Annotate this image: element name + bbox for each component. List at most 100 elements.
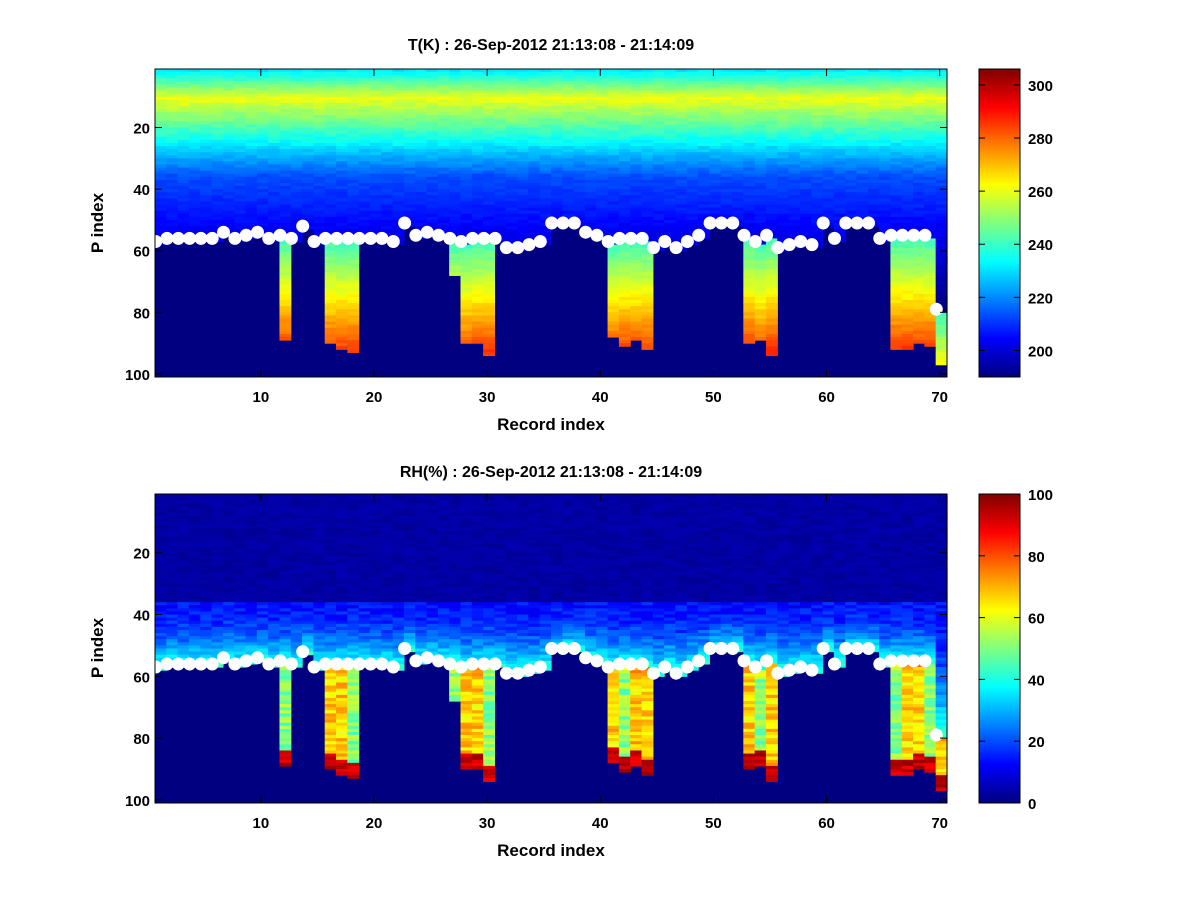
heatmap-cell	[913, 121, 925, 126]
heatmap-cell	[279, 118, 292, 122]
heatmap-cell	[279, 149, 292, 153]
heatmap-cell	[754, 207, 767, 212]
heatmap-cell	[324, 186, 337, 190]
heatmap-cell	[155, 229, 167, 233]
heatmap-cell	[641, 93, 654, 98]
heatmap-cell	[392, 112, 405, 116]
heatmap-cell	[460, 182, 473, 187]
heatmap-cell	[913, 300, 925, 304]
heatmap-cell	[392, 195, 405, 199]
heatmap-cell	[720, 75, 733, 79]
heatmap-cell	[211, 543, 224, 548]
heatmap-cell	[471, 269, 484, 273]
heatmap-cell	[720, 179, 733, 184]
heatmap-cell	[845, 210, 858, 215]
heatmap-cell	[177, 605, 190, 609]
heatmap-cell	[686, 142, 699, 147]
heatmap-cell	[879, 198, 892, 203]
heatmap-cell	[675, 124, 688, 129]
heatmap-cell	[913, 90, 925, 95]
heatmap-cell	[573, 90, 586, 95]
heatmap-cell	[155, 500, 167, 504]
heatmap-cell	[358, 207, 371, 212]
heatmap-cell	[369, 118, 382, 122]
heatmap-cell	[630, 124, 643, 129]
heatmap-cell	[584, 115, 597, 119]
heatmap-cell	[211, 558, 224, 563]
heatmap-cell	[822, 87, 835, 92]
heatmap-cell	[256, 84, 269, 89]
heatmap-cell	[483, 81, 496, 85]
heatmap-cell	[517, 164, 529, 169]
heatmap-cell	[811, 105, 824, 110]
heatmap-cell	[483, 210, 496, 215]
heatmap-cell	[188, 537, 201, 541]
heatmap-cell	[200, 565, 213, 569]
heatmap-cell	[551, 130, 563, 135]
heatmap-cell	[256, 161, 269, 166]
heatmap-cell	[403, 152, 416, 156]
heatmap-cell	[924, 173, 937, 178]
heatmap-cell	[256, 133, 269, 138]
heatmap-cell	[528, 235, 541, 239]
heatmap-cell	[279, 112, 292, 116]
heatmap-cell	[641, 182, 654, 187]
surface-marker	[149, 235, 163, 248]
heatmap-cell	[234, 130, 247, 135]
heatmap-cell	[652, 210, 665, 215]
heatmap-cell	[460, 186, 473, 190]
heatmap-cell	[879, 229, 892, 233]
heatmap-cell	[901, 238, 914, 243]
heatmap-cell	[754, 127, 767, 132]
heatmap-cell	[607, 269, 620, 273]
heatmap-cell	[279, 102, 292, 107]
heatmap-cell	[188, 648, 201, 653]
heatmap-cell	[641, 130, 654, 135]
heatmap-cell	[166, 182, 179, 187]
heatmap-cell	[879, 136, 892, 141]
heatmap-cell	[913, 287, 925, 292]
heatmap-cell	[879, 179, 892, 184]
heatmap-cell	[369, 179, 382, 184]
heatmap-cell	[200, 179, 213, 184]
heatmap-cell	[720, 195, 733, 199]
heatmap-cell	[924, 272, 937, 276]
heatmap-cell	[551, 173, 563, 178]
heatmap-cell	[765, 321, 778, 326]
heatmap-cell	[336, 250, 348, 255]
heatmap-cell	[720, 216, 733, 221]
surface-marker	[296, 219, 310, 233]
heatmap-cell	[890, 139, 903, 144]
heatmap-cell	[177, 527, 190, 532]
heatmap-cell	[460, 296, 473, 301]
heatmap-cell	[901, 99, 914, 104]
heatmap-cell	[403, 204, 416, 209]
heatmap-cell	[313, 170, 326, 175]
heatmap-cell	[630, 293, 643, 298]
heatmap-cell	[290, 198, 303, 203]
heatmap-cell	[403, 192, 416, 196]
heatmap-cell	[460, 303, 473, 307]
heatmap-cell	[381, 81, 394, 85]
heatmap-cell	[641, 186, 654, 190]
heatmap-cell	[369, 78, 382, 82]
heatmap-cell	[584, 69, 597, 73]
heatmap-cell	[765, 142, 778, 147]
heatmap-cell	[403, 72, 416, 76]
heatmap-cell	[777, 112, 790, 116]
heatmap-cell	[596, 155, 609, 159]
heatmap-cell	[551, 146, 563, 150]
heatmap-cell	[494, 152, 507, 156]
heatmap-cell	[449, 164, 462, 169]
heatmap-cell	[607, 333, 620, 338]
heatmap-cell	[505, 170, 518, 175]
heatmap-cell	[188, 568, 201, 572]
heatmap-cell	[483, 287, 496, 292]
heatmap-cell	[449, 96, 462, 101]
heatmap-cell	[324, 256, 337, 261]
heatmap-cell	[913, 229, 925, 233]
heatmap-cell	[460, 244, 473, 249]
heatmap-cell	[279, 207, 292, 212]
heatmap-cell	[618, 93, 631, 98]
heatmap-cell	[369, 158, 382, 162]
